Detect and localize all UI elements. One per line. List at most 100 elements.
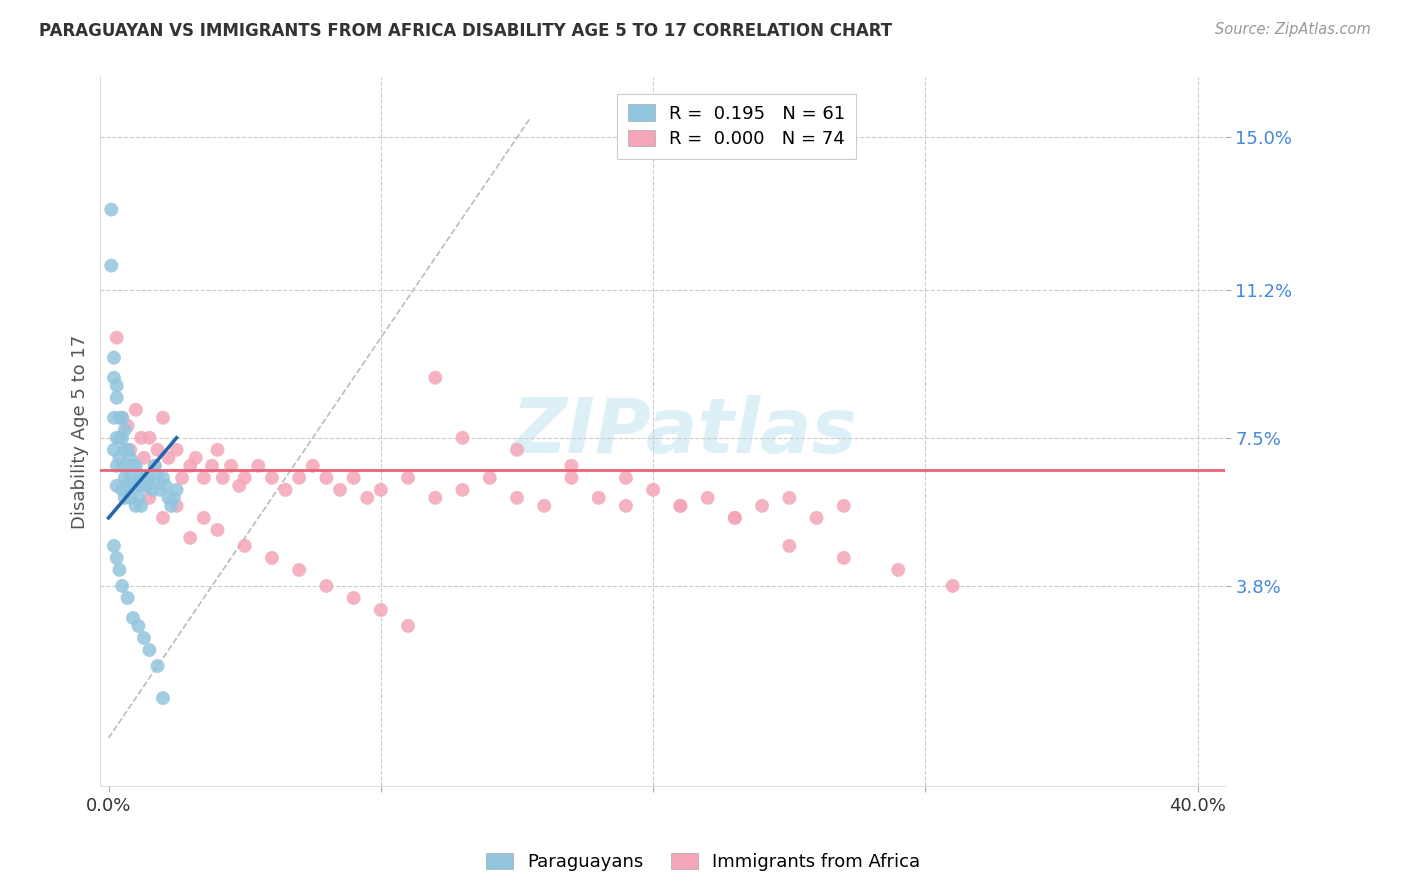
Point xyxy=(274,483,297,497)
Point xyxy=(233,471,256,485)
Point xyxy=(105,479,128,493)
Point xyxy=(560,471,582,485)
Point xyxy=(122,479,145,493)
Point xyxy=(138,431,160,445)
Point xyxy=(103,442,125,457)
Point xyxy=(105,391,128,405)
Point xyxy=(125,402,148,417)
Point xyxy=(108,450,131,465)
Point xyxy=(103,370,125,384)
Point xyxy=(288,471,311,485)
Text: PARAGUAYAN VS IMMIGRANTS FROM AFRICA DISABILITY AGE 5 TO 17 CORRELATION CHART: PARAGUAYAN VS IMMIGRANTS FROM AFRICA DIS… xyxy=(39,22,893,40)
Legend: Paraguayans, Immigrants from Africa: Paraguayans, Immigrants from Africa xyxy=(478,846,928,879)
Point xyxy=(152,410,174,425)
Point xyxy=(127,471,149,485)
Point xyxy=(201,458,224,473)
Point xyxy=(127,619,149,633)
Point xyxy=(778,491,800,505)
Point xyxy=(108,431,131,445)
Point xyxy=(132,631,155,645)
Point xyxy=(129,479,152,493)
Point xyxy=(478,471,501,485)
Point xyxy=(146,442,169,457)
Point xyxy=(105,458,128,473)
Point xyxy=(942,579,965,593)
Point xyxy=(141,483,163,497)
Point xyxy=(120,491,142,505)
Point xyxy=(343,471,366,485)
Point xyxy=(643,483,665,497)
Point xyxy=(166,483,188,497)
Point xyxy=(105,378,128,392)
Point xyxy=(778,539,800,553)
Point xyxy=(108,410,131,425)
Point xyxy=(103,410,125,425)
Point xyxy=(108,563,131,577)
Point xyxy=(614,471,637,485)
Point xyxy=(105,431,128,445)
Point xyxy=(669,499,692,513)
Point xyxy=(117,479,139,493)
Point xyxy=(193,511,215,525)
Point xyxy=(114,442,136,457)
Point xyxy=(117,591,139,605)
Point xyxy=(370,483,392,497)
Point xyxy=(163,491,186,505)
Point xyxy=(125,458,148,473)
Point xyxy=(117,458,139,473)
Point xyxy=(329,483,352,497)
Point xyxy=(166,499,188,513)
Point xyxy=(138,491,160,505)
Point xyxy=(260,550,283,565)
Point xyxy=(157,450,180,465)
Point xyxy=(125,479,148,493)
Point xyxy=(157,491,180,505)
Point xyxy=(152,691,174,706)
Point xyxy=(138,471,160,485)
Point xyxy=(751,499,773,513)
Point xyxy=(122,611,145,625)
Point xyxy=(560,458,582,473)
Point xyxy=(111,579,134,593)
Point xyxy=(132,450,155,465)
Point xyxy=(233,539,256,553)
Point xyxy=(506,442,529,457)
Point xyxy=(806,511,828,525)
Point xyxy=(120,450,142,465)
Point xyxy=(103,539,125,553)
Point xyxy=(506,491,529,505)
Point xyxy=(125,499,148,513)
Point xyxy=(370,603,392,617)
Point xyxy=(170,471,193,485)
Point xyxy=(343,591,366,605)
Point xyxy=(315,579,337,593)
Point xyxy=(301,458,323,473)
Point xyxy=(143,458,166,473)
Point xyxy=(451,431,474,445)
Point xyxy=(228,479,250,493)
Point xyxy=(111,410,134,425)
Point xyxy=(111,410,134,425)
Point xyxy=(179,458,201,473)
Point xyxy=(451,483,474,497)
Point xyxy=(160,499,183,513)
Point xyxy=(114,423,136,437)
Point xyxy=(103,351,125,365)
Point xyxy=(588,491,610,505)
Point xyxy=(138,643,160,657)
Point xyxy=(127,491,149,505)
Point xyxy=(247,458,270,473)
Point xyxy=(143,458,166,473)
Point xyxy=(179,531,201,545)
Point xyxy=(425,491,447,505)
Point xyxy=(129,499,152,513)
Point xyxy=(193,471,215,485)
Text: Source: ZipAtlas.com: Source: ZipAtlas.com xyxy=(1215,22,1371,37)
Point xyxy=(105,331,128,345)
Point xyxy=(614,499,637,513)
Point xyxy=(146,659,169,673)
Point xyxy=(396,471,419,485)
Point xyxy=(724,511,747,525)
Point xyxy=(152,471,174,485)
Point xyxy=(129,431,152,445)
